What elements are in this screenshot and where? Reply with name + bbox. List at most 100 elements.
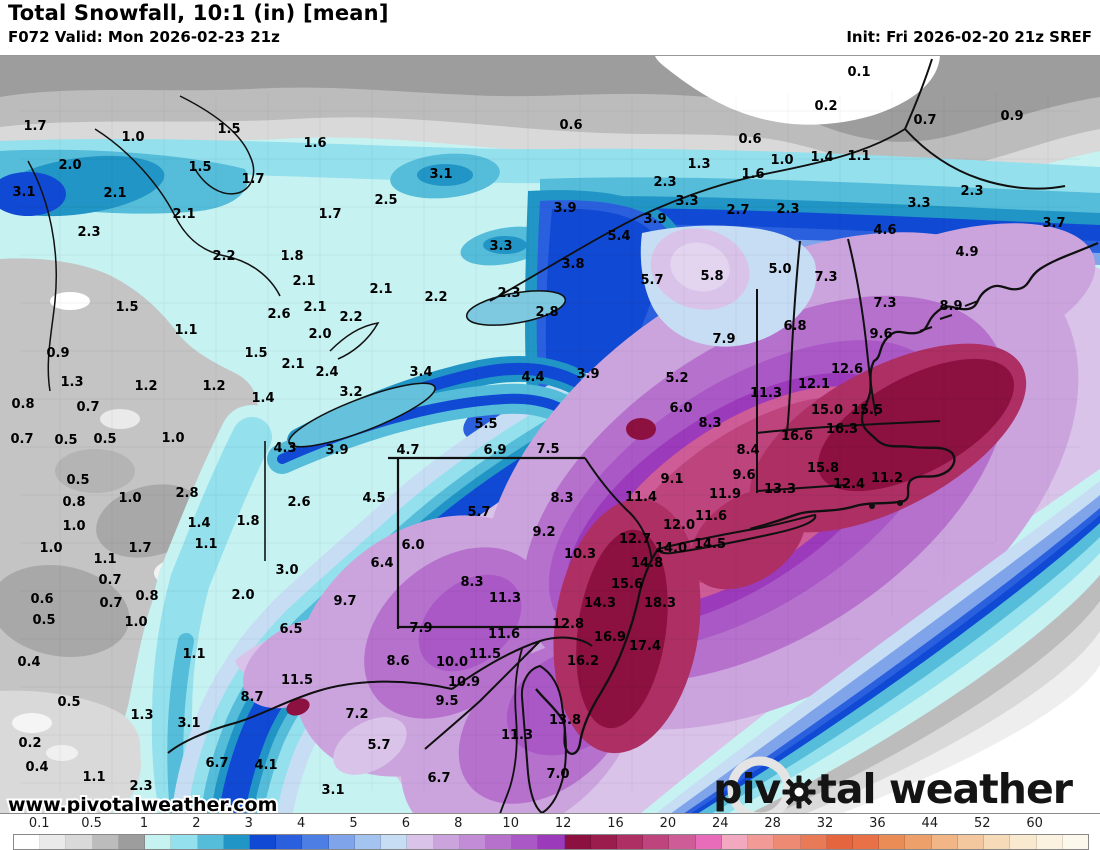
map-value-label: 2.5 [374, 193, 397, 208]
map-value-label: 15.5 [851, 403, 883, 418]
map-value-label: 2.3 [960, 184, 983, 199]
coast-maine [860, 241, 1099, 420]
map-value-label: 4.6 [873, 223, 896, 238]
colorbar-segment [407, 835, 434, 849]
map-value-label: 1.3 [130, 708, 153, 723]
map-value-label: 3.3 [489, 239, 512, 254]
coast-cape-cod [749, 418, 956, 531]
map-value-label: 9.1 [660, 472, 683, 487]
map-value-label: 11.4 [625, 490, 657, 505]
border-maine [904, 58, 1066, 190]
map-value-label: 1.7 [241, 172, 264, 187]
colorbar-segment [1010, 835, 1037, 849]
map-value-label: 2.3 [77, 225, 100, 240]
map-value-label: 14.0 [655, 541, 687, 556]
map-value-label: 15.8 [807, 461, 839, 476]
logo-ring-watermark [727, 756, 793, 813]
map-value-label: 11.5 [469, 647, 501, 662]
map-value-label: 3.3 [675, 194, 698, 209]
coast-chesapeake [499, 648, 523, 813]
colorbar-segment [433, 835, 460, 849]
colorbar-tick-label: 2 [192, 816, 201, 831]
colorbar-segment [957, 835, 985, 849]
map-value-label: 2.3 [776, 202, 799, 217]
map-value-label: 2.8 [535, 305, 558, 320]
colorbar-tick-label: 12 [554, 816, 572, 831]
contour-vt-pocket [640, 225, 817, 347]
colorbar-tick-label: 44 [921, 816, 939, 831]
map-value-label: 1.1 [194, 537, 217, 552]
colorbar-tick-label: 0.1 [28, 816, 50, 831]
map-value-label: 4.1 [254, 758, 277, 773]
site-watermark: www.pivotalweather.com [8, 794, 277, 813]
map-value-label: 0.7 [913, 113, 936, 128]
map-value-label: 2.0 [231, 588, 254, 603]
colorbar-tick-label: 6 [401, 816, 411, 831]
map-value-label: 7.9 [409, 621, 432, 636]
map-value-label: 7.3 [873, 296, 896, 311]
map-value-label: 4.3 [273, 441, 296, 456]
map-value-label: 2.0 [58, 158, 81, 173]
colorbar-segment [669, 835, 696, 849]
map-value-label: 18.3 [644, 596, 676, 611]
island-nantucket [897, 500, 903, 506]
colorbar-segment [276, 835, 303, 849]
colorbar-segment [721, 835, 749, 849]
map-value-label: 1.0 [161, 431, 184, 446]
colorbar-segment [931, 835, 958, 849]
map-value-label: 16.3 [826, 422, 858, 437]
map-value-label: 14.8 [631, 556, 663, 571]
borders [167, 58, 1099, 813]
colorbar: 0.1 0.5 1 2 3 4 5 6 8 10 12 16 20 24 28 32 36 44 52 60 [0, 814, 1100, 850]
map-value-label: 6.7 [427, 771, 450, 786]
border-ohio-river [167, 680, 453, 754]
map-value-label: 12.7 [619, 532, 651, 547]
map-value-label: 1.1 [182, 647, 205, 662]
map-value-label: 0.2 [814, 99, 837, 114]
map-value-label: 3.9 [325, 443, 348, 458]
colorbar-segment [695, 835, 722, 849]
map-value-label: 5.8 [700, 269, 723, 284]
border-nh-me [847, 238, 877, 417]
colorbar-tick-label: 0.5 [81, 816, 102, 831]
map-value-label: 1.4 [251, 391, 274, 406]
coast-maine-islands [919, 300, 979, 332]
colorbar-segment [171, 835, 198, 849]
colorbar-tick-label: 52 [973, 816, 991, 831]
map-value-label: 0.5 [57, 695, 80, 710]
map-value-label: 1.5 [188, 160, 211, 175]
map-value-label: 0.5 [93, 432, 116, 447]
map-value-label: 3.9 [553, 201, 576, 216]
map-value-label: 10.0 [436, 655, 468, 670]
map-value-label: 5.5 [474, 417, 497, 432]
colorbar-segment [197, 835, 224, 849]
map-value-label: 4.4 [521, 370, 544, 385]
map-value-label: 3.1 [321, 783, 344, 798]
map-value-label: 0.9 [1000, 109, 1023, 124]
map-value-label: 8.6 [386, 654, 409, 669]
lake-huron-shore [27, 95, 380, 392]
map-value-label: 5.0 [768, 262, 791, 277]
map-value-label: 2.2 [212, 249, 235, 264]
colorbar-segment [800, 835, 827, 849]
map-value-label: 16.2 [567, 654, 599, 669]
colorbar-tick-label: 60 [1026, 816, 1043, 831]
border-pennsylvania [388, 456, 585, 629]
map-value-label: 12.8 [552, 617, 584, 632]
contour-purple-mass [235, 223, 1100, 813]
map-value-label: 7.0 [546, 767, 569, 782]
colorbar-segment [40, 835, 67, 849]
map-value-label: 1.0 [62, 519, 85, 534]
colorbar-segment [984, 835, 1011, 849]
map-value-label: 1.2 [134, 379, 157, 394]
map-value-label: 0.5 [66, 473, 89, 488]
map-value-label: 7.3 [814, 270, 837, 285]
colorbar-bar [13, 834, 1089, 850]
map-value-label: 1.0 [770, 153, 793, 168]
colorbar-segment [354, 835, 382, 849]
contour-coastal-bands [656, 481, 1100, 813]
map-value-label: 12.6 [831, 362, 863, 377]
map-value-label: 11.3 [501, 728, 533, 743]
map-value-label: 6.7 [205, 756, 228, 771]
